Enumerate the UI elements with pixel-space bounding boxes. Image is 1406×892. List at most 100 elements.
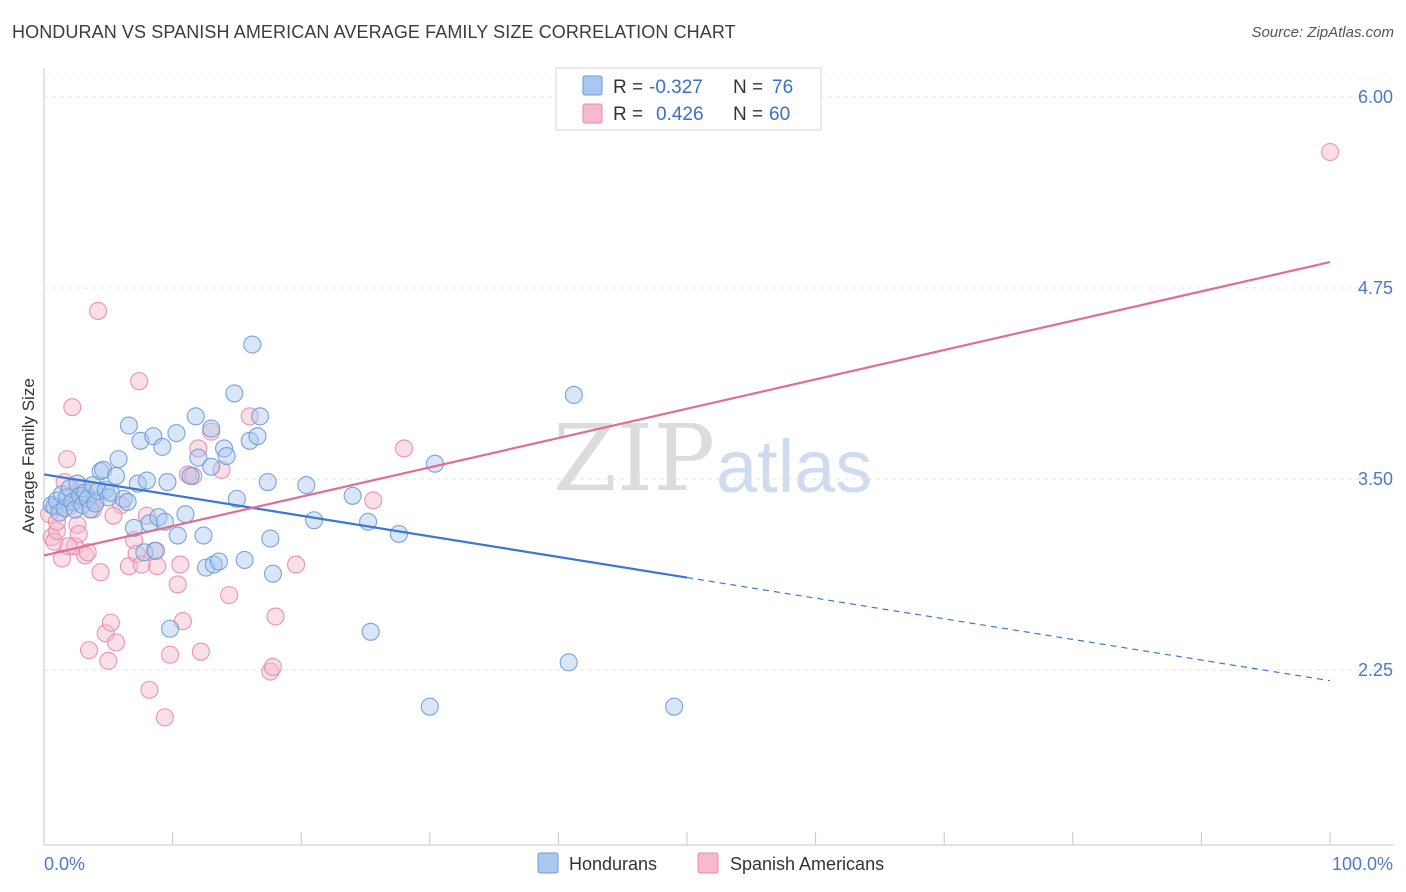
spanish-americans-point-3 <box>47 521 66 541</box>
hondurans-point-55 <box>217 447 236 466</box>
hondurans-point-36 <box>146 541 165 560</box>
spanish-americans-point-9 <box>63 398 82 417</box>
spanish-americans-point-34 <box>148 557 167 576</box>
hondurans-point-52 <box>204 555 223 574</box>
hondurans-point-75 <box>564 385 583 405</box>
spanish-americans-point-57 <box>104 506 123 525</box>
watermark-atlas: atlas <box>716 425 872 508</box>
grid-lines <box>44 77 1394 671</box>
hondurans-point-70 <box>361 622 380 641</box>
spanish-americans-point-29 <box>127 544 146 563</box>
legend-n-value-hondurans: 76 <box>772 77 793 98</box>
bottom-legend-label-spanish-americans[interactable]: Spanish Americans <box>730 854 884 874</box>
y-tick-label-2: 4.75 <box>1358 278 1393 298</box>
y-axis-label: Average Family Size <box>19 378 38 534</box>
hondurans-point-64 <box>261 529 280 548</box>
spanish-americans-point-50 <box>266 607 285 626</box>
watermark: ZIP atlas <box>553 405 872 512</box>
spanish-americans-point-30 <box>130 372 149 391</box>
spanish-americans-point-24 <box>101 613 120 632</box>
hondurans-point-48 <box>194 526 213 545</box>
spanish-americans-point-42 <box>189 439 208 458</box>
spanish-americans-point-45 <box>212 460 231 479</box>
hondurans-point-67 <box>305 511 324 530</box>
hondurans-point-76 <box>665 697 684 716</box>
spanish-americans-point-12 <box>69 524 88 544</box>
legend: R = -0.327 N = 76 R = 0.426 N = 60 <box>555 67 822 131</box>
hondurans-point-60 <box>243 335 262 354</box>
spanish-americans-point-33 <box>140 680 159 699</box>
bottom-legend-swatch-spanish-americans[interactable] <box>697 852 719 874</box>
watermark-zip: ZIP <box>553 405 715 512</box>
spanish-americans-point-36 <box>160 645 180 664</box>
hondurans-trend-line-extension <box>686 576 1331 682</box>
hondurans-point-28 <box>119 416 138 435</box>
spanish-americans-point-43 <box>191 642 210 661</box>
hondurans-point-43 <box>168 526 187 545</box>
hondurans-point-72 <box>420 697 439 716</box>
spanish-americans-point-51 <box>287 555 306 574</box>
spanish-americans-point-17 <box>79 641 99 660</box>
hondurans-point-63 <box>258 473 277 492</box>
hondurans-point-74 <box>559 653 578 672</box>
hondurans-point-33 <box>137 471 156 490</box>
hondurans-point-73 <box>425 454 444 473</box>
legend-n-label-hondurans: N = <box>733 77 763 98</box>
spanish-americans-point-52 <box>364 491 383 510</box>
spanish-americans-point-16 <box>78 543 97 562</box>
y-tick-label-3: 6.00 <box>1358 87 1393 107</box>
x-tick-label-max: 100.0% <box>1332 854 1393 874</box>
legend-swatch-spanish-americans <box>582 103 603 124</box>
spanish-americans-point-11 <box>68 515 87 534</box>
hondurans-point-40 <box>158 473 177 492</box>
spanish-americans-point-21 <box>91 563 110 582</box>
spanish-americans-point-46 <box>220 586 239 605</box>
legend-r-value-hondurans: -0.327 <box>649 77 703 98</box>
hondurans-point-41 <box>160 619 180 638</box>
bottom-legend-label-hondurans[interactable]: Hondurans <box>569 854 657 874</box>
legend-swatch-hondurans <box>582 75 603 96</box>
hondurans-point-32 <box>135 543 154 562</box>
spanish-americans-point-22 <box>96 624 115 643</box>
hondurans-point-57 <box>227 489 246 508</box>
spanish-americans-point-49 <box>263 657 282 676</box>
legend-r-value-spanish-americans: 0.426 <box>656 104 704 125</box>
hondurans-point-25 <box>109 450 128 469</box>
hondurans-point-68 <box>343 486 362 505</box>
legend-r-label-hondurans: R = <box>613 77 643 98</box>
hondurans-point-61 <box>248 427 267 446</box>
x-tick-label-min: 0.0% <box>44 854 85 874</box>
hondurans-point-24 <box>106 466 126 485</box>
series-hondurans <box>42 335 684 716</box>
y-tick-label-1: 3.50 <box>1358 469 1393 489</box>
hondurans-point-62 <box>250 407 270 426</box>
hondurans-point-27 <box>118 492 137 511</box>
hondurans-point-46 <box>186 407 205 426</box>
bottom-legend-swatch-hondurans[interactable] <box>537 852 559 874</box>
legend-n-value-spanish-americans: 60 <box>769 104 790 125</box>
hondurans-point-44 <box>176 505 195 524</box>
hondurans-point-58 <box>235 550 254 570</box>
legend-r-label-spanish-americans: R = <box>613 104 643 125</box>
spanish-americans-point-23 <box>99 651 118 670</box>
hondurans-point-45 <box>181 466 200 485</box>
hondurans-point-37 <box>149 508 168 527</box>
spanish-americans-point-53 <box>395 439 414 458</box>
chart-title: HONDURAN VS SPANISH AMERICAN AVERAGE FAM… <box>12 22 736 42</box>
spanish-americans-trend-line <box>43 260 1331 557</box>
spanish-americans-point-20 <box>88 301 108 320</box>
bottom-legend: Hondurans Spanish Americans <box>537 852 884 874</box>
hondurans-point-47 <box>189 448 208 467</box>
hondurans-point-42 <box>167 424 186 443</box>
y-tick-label-0: 2.25 <box>1358 660 1393 680</box>
spanish-americans-point-37 <box>168 575 187 594</box>
spanish-americans-point-35 <box>155 708 174 727</box>
spanish-americans-point-38 <box>171 555 190 574</box>
hondurans-point-56 <box>225 384 244 403</box>
hondurans-point-65 <box>263 564 282 583</box>
hondurans-point-53 <box>209 552 228 571</box>
spanish-americans-point-54 <box>1320 142 1340 162</box>
hondurans-point-38 <box>153 437 172 456</box>
hondurans-point-50 <box>202 457 221 476</box>
